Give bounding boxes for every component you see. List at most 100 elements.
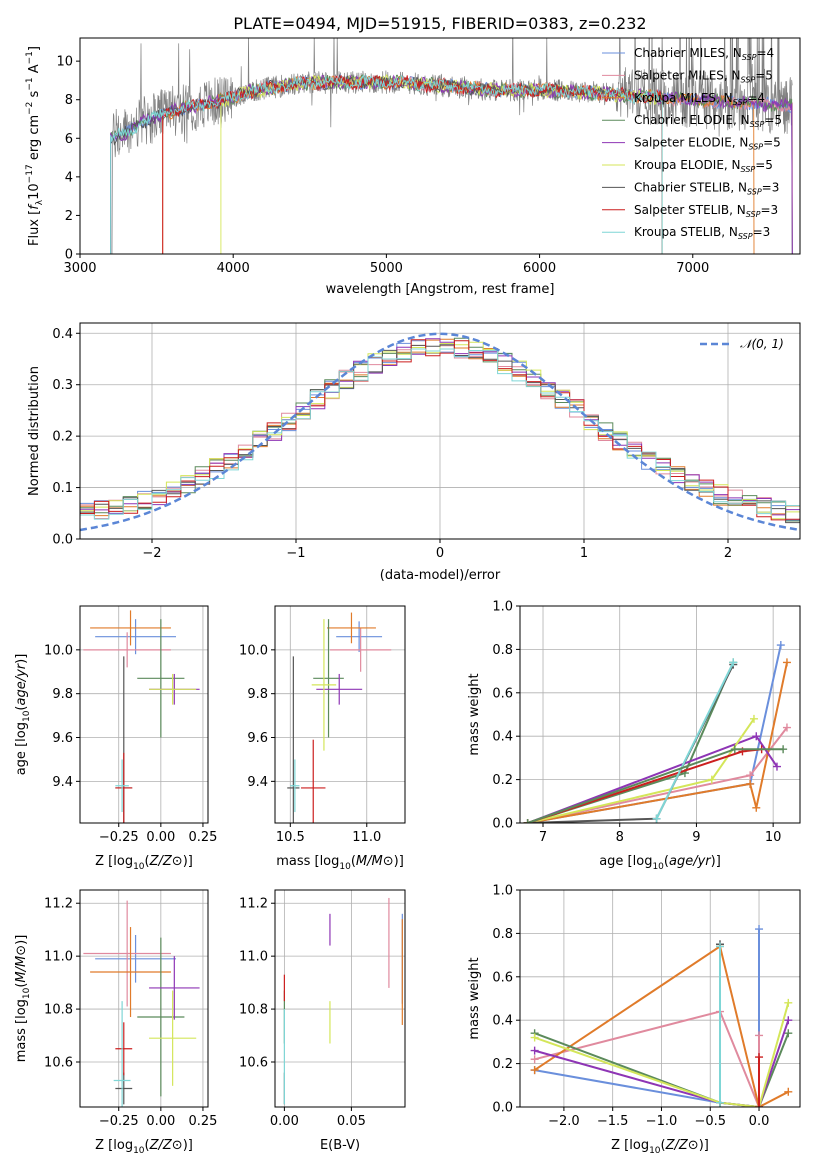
histogram-series-5 (80, 338, 800, 516)
weight-marker (772, 762, 781, 771)
x-axis-label: Z [log10(Z/Z⊙)] (95, 1138, 193, 1156)
legend-label-7: Chabrier STELIB, NSSP=3 (634, 180, 779, 196)
errorbar-point-9 (115, 759, 129, 813)
errorbar-point-6 (149, 673, 197, 705)
weight-marker (752, 803, 761, 812)
errorbar-point-7 (115, 1072, 133, 1105)
legend-label-1: Chabrier MILES, NSSP=4 (634, 46, 774, 62)
axes-frame-age_vs_mass (274, 605, 406, 824)
x-axis-label: E(B-V) (320, 1138, 360, 1153)
xtick-label-2: 0.25 (188, 1114, 217, 1129)
xtick-label-1: −1 (286, 546, 305, 561)
panel-mass_vs_Z: −0.25 0.00 0.25 10.6 10.8 11.0 11.2 Z [log10(Z/… (14, 889, 217, 1156)
normal-reference-curve (80, 332, 798, 532)
xtick-label-4: 0.0 (749, 1114, 770, 1129)
y-axis-label: mass [log10(M/M⊙)] (14, 935, 32, 1063)
ytick-label-4: 0.4 (52, 327, 73, 342)
axes-frame-age_vs_Z (79, 605, 209, 824)
ytick-label-3: 6 (65, 132, 73, 147)
errorbar-point-4 (137, 937, 185, 1097)
xtick-label-1: 0.00 (146, 1114, 175, 1129)
legend-label-6: Kroupa ELODIE, NSSP=5 (634, 158, 773, 174)
weight-line (527, 748, 784, 823)
xtick-label-0: −2.0 (548, 1114, 580, 1129)
legend-label-4: Chabrier ELODIE, NSSP=5 (634, 113, 782, 129)
legend-label-5: Salpeter ELODIE, NSSP=5 (634, 136, 781, 152)
weight-marker (746, 771, 755, 780)
plot-area-mass_vs_ebv (283, 897, 403, 1105)
weight-marker (749, 714, 758, 723)
xtick-label-0: −0.25 (99, 830, 139, 845)
weight-extra-series-1 (523, 745, 788, 823)
errorbar-point-2 (83, 632, 171, 668)
weight-series-9 (716, 942, 724, 1107)
ytick-label-5: 1.0 (492, 600, 513, 615)
weight-marker (707, 775, 716, 784)
xtick-label-0: 7 (539, 830, 547, 845)
xtick-label-2: 5000 (370, 261, 403, 276)
ytick-label-0: 0.0 (52, 533, 73, 548)
errorbar-point-1 (95, 619, 176, 655)
spectrum-legend: Chabrier MILES, NSSP=4 Salpeter MILES, NS… (602, 46, 782, 241)
xtick-label-1: 4000 (217, 261, 250, 276)
panel-residual_hist: −2 −1 0 1 2 0.0 0.1 0.2 0.3 0.4 (data-model)/error… (27, 322, 801, 583)
errorbar-point-8 (301, 739, 326, 823)
weight-marker (755, 1053, 764, 1062)
errorbar-point-2 (83, 900, 171, 1007)
xtick-label-0: −2 (142, 546, 161, 561)
weight-marker (755, 925, 764, 934)
ytick-label-5: 10 (56, 55, 73, 70)
xtick-label-4: 2 (724, 546, 732, 561)
panel-mass_weight_vs_Z: −2.0 −1.5 −1.0 −0.5 0.0 0.0 0.2 0.4 0.6 0.8 1.0 Z [… (467, 884, 801, 1156)
errorbar-point-8 (115, 752, 133, 823)
ytick-label-4: 0.8 (492, 927, 513, 942)
ytick-label-4: 8 (65, 93, 73, 108)
weight-marker (784, 1087, 793, 1096)
y-axis-label: mass weight (467, 673, 482, 755)
ytick-label-0: 10.6 (44, 1056, 73, 1071)
x-axis-label: (data-model)/error (380, 568, 501, 583)
errorbar-point-3 (327, 612, 376, 644)
weight-marker (530, 1066, 539, 1075)
xtick-label-3: 1 (580, 546, 588, 561)
panel-age_vs_mass: 10.5 11.0 9.4 9.6 9.8 10.0 mass [log10(M/M⊙)] (239, 605, 406, 872)
weight-marker (782, 658, 791, 667)
xtick-label-4: 7000 (676, 261, 709, 276)
xtick-label-3: −0.5 (694, 1114, 726, 1129)
histogram-legend: 𝒩(0, 1) (700, 337, 784, 351)
ytick-label-3: 0.6 (492, 970, 513, 985)
plot-area-mass_weight_vs_age (523, 641, 791, 823)
figure-title: PLATE=0494, MJD=51915, FIBERID=0383, z=0… (233, 14, 646, 33)
xtick-label-3: 6000 (523, 261, 556, 276)
axes-frame-mass_weight_vs_Z (519, 889, 801, 1108)
xtick-label-0: 3000 (63, 261, 96, 276)
ytick-label-0: 0.0 (492, 1101, 513, 1116)
y-axis-label: mass weight (467, 957, 482, 1039)
ytick-label-1: 0.1 (52, 481, 73, 496)
plot-area-residual_hist (80, 332, 800, 532)
weight-line (655, 661, 735, 820)
errorbar-point-3 (90, 610, 171, 646)
weight-marker (530, 1046, 539, 1055)
weight-marker (530, 1033, 539, 1042)
xtick-label-1: 8 (616, 830, 624, 845)
errorbar-point-2 (330, 627, 392, 672)
legend-label-9: Kroupa STELIB, NSSP=3 (634, 225, 770, 241)
weight-marker (779, 745, 788, 754)
weight-marker (776, 641, 785, 650)
weight-series-9 (652, 658, 738, 823)
histogram-series-8 (80, 339, 800, 521)
weight-line (527, 662, 788, 823)
ytick-label-3: 10.0 (44, 643, 73, 658)
xtick-label-1: 0.00 (146, 830, 175, 845)
x-axis-label: age [log10(age/yr)] (599, 854, 721, 872)
weight-line (534, 929, 760, 1107)
ytick-label-1: 10.8 (239, 1003, 268, 1018)
weight-marker (523, 819, 532, 823)
weight-marker (784, 998, 793, 1007)
plot-area-age_vs_Z (83, 610, 200, 823)
ytick-label-1: 0.2 (492, 773, 513, 788)
legend-label-8: Salpeter STELIB, NSSP=3 (634, 203, 778, 219)
xtick-label-1: −1.5 (597, 1114, 629, 1129)
errorbar-point-4 (137, 619, 185, 738)
